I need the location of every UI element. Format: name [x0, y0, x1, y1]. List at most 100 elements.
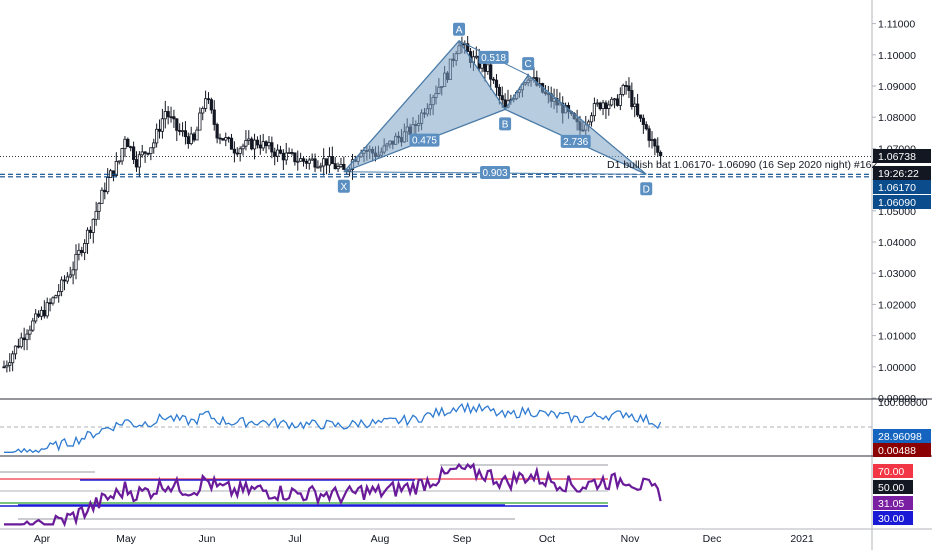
candle-body — [85, 229, 90, 244]
candle-body — [126, 138, 130, 148]
price-tick-label: 1.01000 — [878, 331, 916, 343]
candle-body — [229, 137, 234, 150]
candle-body — [592, 103, 597, 117]
candle-body — [114, 161, 118, 176]
candle-body — [11, 353, 15, 364]
candle-body — [497, 86, 501, 97]
bat-pattern-drawing[interactable]: X A B C D 0.475 0.518 2.736 0.903 — [337, 22, 653, 196]
candle-body — [601, 102, 605, 110]
time-tick-label: Dec — [703, 533, 722, 545]
candle-body — [22, 337, 26, 341]
candle-body — [653, 139, 657, 147]
candle-body — [261, 141, 265, 149]
time-tick-label: Oct — [539, 533, 555, 545]
pattern-point-label: X — [341, 182, 348, 193]
candle-body — [221, 138, 225, 141]
price-badge-label: 19:26:22 — [878, 168, 919, 180]
candle-body — [134, 159, 139, 168]
candle-body — [647, 128, 651, 141]
indicator2-line — [4, 462, 662, 528]
candle-body — [209, 99, 213, 111]
candle-body — [503, 99, 507, 108]
candle-body — [65, 276, 69, 282]
price-tick-label: 1.04000 — [878, 237, 916, 249]
ratio-label: 2.736 — [563, 137, 588, 148]
candle-body — [612, 98, 617, 101]
pattern-point-badge — [453, 22, 466, 36]
price-badge — [873, 180, 931, 194]
indicator2-badge — [873, 496, 913, 510]
price-badges: 1.06738 19:26:22 1.06170 1.06090 28.96098 0.0… — [873, 149, 931, 525]
candle-body — [123, 138, 127, 149]
price-badge-label: 1.06170 — [878, 182, 916, 194]
candle-body — [296, 160, 300, 163]
candle-body — [71, 269, 75, 276]
candle-body — [656, 145, 660, 153]
candle-body — [618, 93, 622, 106]
candle-body — [192, 133, 196, 141]
candle-body — [195, 129, 199, 141]
pattern-point-badge — [640, 182, 653, 196]
candle-body — [143, 151, 147, 154]
candle-body — [94, 210, 98, 220]
candle-body — [604, 102, 608, 109]
candle-body — [232, 148, 236, 154]
indicator2-badge — [873, 464, 913, 478]
candle-body — [270, 142, 274, 153]
candle-body — [163, 111, 167, 120]
pattern-point-label: D — [643, 184, 650, 195]
candle-body — [307, 159, 311, 164]
price-badge — [873, 195, 931, 209]
pattern-point-label: A — [456, 25, 463, 36]
candle-body — [278, 149, 283, 154]
candle-body — [342, 163, 346, 170]
candle-body — [62, 279, 67, 282]
price-tick-label: 1.02000 — [878, 299, 916, 311]
candle-body — [108, 170, 113, 178]
candle-body — [486, 64, 490, 72]
candle-body — [650, 139, 654, 141]
price-tick-label: 1.08000 — [878, 112, 916, 124]
ratio-badge — [409, 133, 440, 147]
pattern-point-label: C — [525, 59, 532, 70]
candle-body — [275, 149, 280, 157]
ratio-label: 0.475 — [412, 136, 437, 147]
candle-body — [160, 118, 164, 132]
candle-body — [636, 103, 640, 116]
indicator2-badge — [873, 480, 913, 494]
candle-body — [140, 151, 144, 156]
indicator1-line — [4, 401, 662, 454]
ratio-badge — [478, 50, 509, 64]
candle-body — [293, 152, 297, 163]
candle-body — [224, 137, 228, 141]
time-tick-label: May — [116, 533, 137, 545]
candle-body — [500, 95, 504, 101]
candle-body — [51, 297, 55, 304]
ratio-label: 0.518 — [481, 53, 506, 64]
candle-body — [258, 144, 262, 149]
indicator1-pane[interactable] — [0, 401, 872, 454]
indicator2-badge-label: 31.05 — [878, 498, 904, 510]
candle-body — [166, 111, 170, 118]
indicator1-badge-label: 0.00488 — [878, 445, 916, 457]
candle-body — [111, 170, 116, 176]
indicator2-pane[interactable] — [0, 462, 662, 528]
candle-body — [290, 152, 294, 154]
candle-body — [494, 79, 499, 88]
candle-body — [5, 364, 9, 368]
ratio-label: 0.903 — [483, 168, 508, 179]
price-badge-label: 1.06738 — [878, 151, 916, 163]
candle-body — [218, 137, 222, 140]
candle-body — [206, 98, 211, 101]
candle-body — [8, 362, 12, 366]
candle-body — [45, 302, 49, 317]
ratio-badge — [560, 134, 591, 148]
candle-body — [19, 337, 23, 348]
time-axis[interactable]: Apr May Jun Jul Aug Sep Oct Nov Dec 2021 — [34, 533, 814, 545]
candle-body — [155, 128, 159, 144]
candle-body — [2, 366, 6, 369]
candle-body — [489, 64, 493, 80]
candle-body — [595, 102, 599, 105]
candle-body — [304, 160, 309, 164]
